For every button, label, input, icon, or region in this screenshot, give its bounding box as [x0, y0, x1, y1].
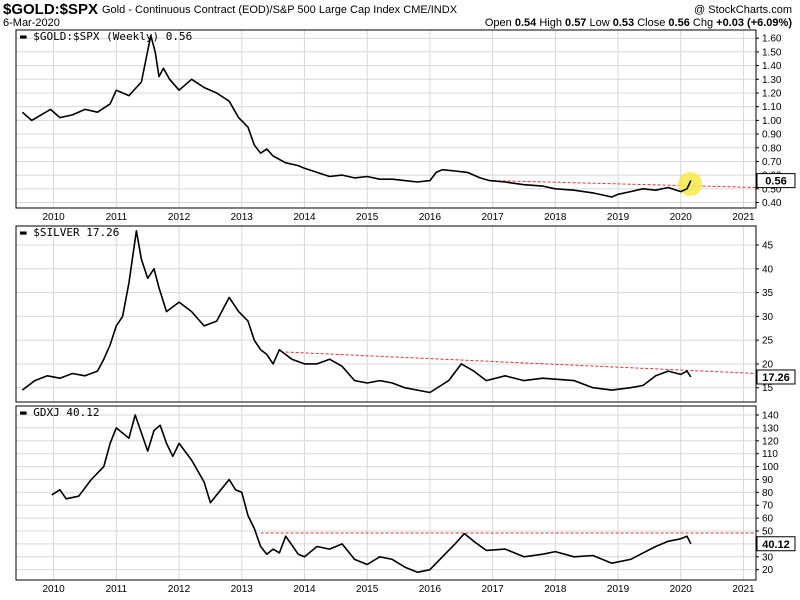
gdxj-last-value-label: 40.12	[762, 539, 790, 551]
chg-label: Chg	[692, 17, 714, 29]
gdxj-y-tick-label: 90	[762, 475, 774, 486]
gdxj-y-tick-label: 130	[762, 423, 779, 434]
gdxj-y-tick-label: 60	[762, 514, 774, 525]
chart-symbol: $GOLD:$SPX	[3, 1, 99, 18]
gold-spx-last-value-box	[756, 173, 796, 189]
gold-spx-x-tick-label: 2016	[419, 212, 442, 223]
silver-y-tick-label: 25	[762, 336, 774, 347]
close-value: 0.56	[668, 17, 690, 29]
gold-spx-y-tick-label: 1.20	[762, 88, 782, 99]
gold-spx-y-tick-label: 0.80	[762, 143, 782, 154]
gdxj-y-tick-label: 80	[762, 488, 774, 499]
gold-spx-frame	[15, 29, 757, 209]
silver-y-tick-label: 45	[762, 241, 774, 252]
chart-date: 6-Mar-2020	[3, 17, 60, 29]
gold-spx-x-tick-label: 2020	[670, 212, 693, 223]
gdxj-y-tick-label: 100	[762, 462, 779, 473]
gdxj-y-tick-label: 20	[762, 565, 774, 576]
gdxj-x-tick-label: 2011	[106, 584, 128, 595]
gold-spx-x-tick-label: 2015	[356, 212, 379, 223]
gold-spx-y-tick-label: 1.60	[762, 34, 782, 45]
gold-spx-x-tick-label: 2010	[43, 212, 66, 223]
gold-spx-y-tick-label: 1.50	[762, 47, 782, 58]
copyright-link[interactable]: @ StockCharts.com	[694, 4, 792, 16]
gdxj-x-tick-label: 2012	[168, 584, 191, 595]
gdxj-y-tick-label: 30	[762, 552, 774, 563]
gold-spx-x-tick-label: 2021	[732, 212, 755, 223]
gdxj-panel: 2030405060708090100110120130140201020112…	[15, 405, 796, 595]
gdxj-x-tick-label: 2018	[544, 584, 567, 595]
gold-spx-y-tick-label: 1.10	[762, 102, 782, 113]
silver-last-value-box	[756, 369, 796, 385]
silver-y-tick-label: 15	[762, 383, 774, 394]
gdxj-x-tick-label: 2021	[732, 584, 755, 595]
silver-frame	[15, 225, 757, 403]
silver-y-tick-label: 35	[762, 288, 774, 299]
gold-spx-highlight-circle	[678, 172, 703, 197]
gdxj-x-tick-label: 2020	[670, 584, 693, 595]
silver-price-line	[21, 230, 692, 394]
gdxj-price-line	[51, 414, 692, 574]
high-value: 0.57	[565, 17, 587, 29]
gold-spx-y-tick-label: 1.00	[762, 116, 782, 127]
gdxj-x-tick-label: 2014	[293, 584, 316, 595]
gold-spx-x-tick-label: 2011	[106, 212, 128, 223]
gdxj-y-tick-label: 50	[762, 527, 774, 538]
gold-spx-x-tick-label: 2019	[607, 212, 630, 223]
gdxj-title: ▬ GDXJ 40.12	[20, 406, 99, 419]
gold-spx-y-tick-label: 1.40	[762, 61, 782, 72]
gold-spx-x-tick-label: 2013	[231, 212, 254, 223]
silver-y-tick-label: 40	[762, 264, 774, 275]
open-label: Open	[484, 17, 512, 29]
gold-spx-panel: 0.400.500.600.700.800.901.001.101.201.30…	[15, 29, 796, 223]
gold-spx-last-value-label: 0.56	[765, 176, 786, 188]
gold-spx-y-tick-label: 1.30	[762, 75, 782, 86]
gdxj-y-tick-label: 120	[762, 436, 779, 447]
gdxj-y-tick-label: 140	[762, 411, 779, 422]
chart-description: Gold - Continuous Contract (EOD)/S&P 500…	[102, 4, 457, 16]
gold-spx-x-tick-label: 2012	[168, 212, 191, 223]
gdxj-x-tick-label: 2016	[419, 584, 442, 595]
gdxj-x-tick-label: 2019	[607, 584, 630, 595]
gdxj-x-tick-label: 2015	[356, 584, 379, 595]
silver-title: ▬ $SILVER 17.26	[20, 226, 119, 239]
silver-y-tick-label: 20	[762, 359, 774, 370]
silver-last-value-label: 17.26	[762, 372, 790, 384]
gold-spx-x-tick-label: 2018	[544, 212, 567, 223]
low-label: Low	[589, 17, 610, 29]
gold-spx-y-tick-label: 0.40	[762, 198, 782, 209]
gold-spx-x-tick-label: 2017	[481, 212, 504, 223]
gdxj-last-value-box	[756, 536, 796, 552]
silver-y-tick-label: 30	[762, 312, 774, 323]
gold-spx-title: ▬ $GOLD:$SPX (Weekly) 0.56	[20, 30, 192, 43]
description-text: Gold - Continuous Contract (EOD)/S&P 500…	[102, 4, 401, 16]
gdxj-y-tick-label: 70	[762, 501, 774, 512]
silver-trendline	[285, 351, 757, 374]
quote-summary: Open 0.54 High 0.57 Low 0.53 Close 0.56 …	[485, 17, 792, 29]
close-label: Close	[637, 17, 666, 29]
gdxj-x-tick-label: 2013	[231, 584, 254, 595]
open-value: 0.54	[514, 17, 537, 29]
gdxj-y-tick-label: 110	[762, 449, 778, 460]
high-label: High	[539, 17, 562, 29]
gdxj-x-tick-label: 2010	[43, 584, 66, 595]
gold-spx-y-tick-label: 0.70	[762, 157, 782, 168]
gold-spx-x-tick-label: 2014	[293, 212, 316, 223]
silver-panel: 15 20 25 30 35 40 45 ▬ $SILVER 17.26 17.26	[15, 225, 796, 403]
chg-value: +0.03 (+6.09%)	[716, 17, 792, 29]
gold-spx-trendline	[492, 180, 757, 188]
low-value: 0.53	[612, 17, 635, 29]
gold-spx-y-tick-label: 0.90	[762, 130, 782, 141]
gold-spx-y-tick-label: 0.50	[762, 184, 782, 195]
gold-spx-price-line	[21, 34, 692, 198]
gdxj-frame	[15, 405, 757, 581]
gdxj-x-tick-label: 2017	[481, 584, 504, 595]
exchange-text: CME/INDX	[403, 4, 458, 16]
